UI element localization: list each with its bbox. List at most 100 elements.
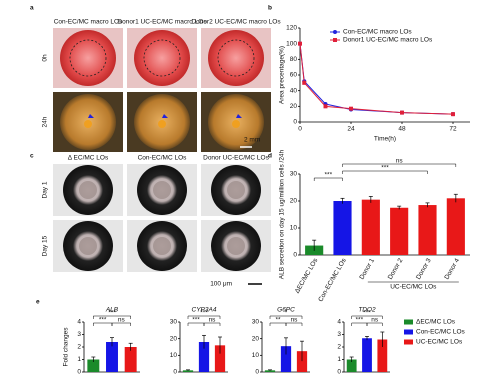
legend-label: Donor1 UC-EC/MC macro LOs	[343, 37, 433, 44]
y-tick-label: 20	[252, 335, 260, 342]
y-tick-label: 0	[293, 252, 297, 259]
y-tick-label: 4	[77, 319, 81, 326]
row-label: Day 1	[42, 181, 49, 198]
bar	[214, 345, 226, 372]
chart-title: ALB	[105, 307, 119, 314]
sig-bracket	[187, 315, 221, 319]
x-tick-label: Donor 4	[443, 257, 461, 281]
sig-bracket	[351, 315, 383, 319]
bar	[87, 359, 100, 372]
x-tick-label: Con-EC/MC LOs	[317, 257, 348, 303]
y-tick-label: 20	[170, 335, 178, 342]
panel-label: e	[36, 299, 40, 306]
organoid	[153, 237, 171, 255]
series-line	[299, 43, 454, 115]
arrow	[162, 114, 168, 118]
sig-label: ns	[209, 317, 217, 324]
sig-bracket	[93, 315, 131, 319]
y-tick-label: 10	[170, 352, 178, 359]
arrow	[88, 114, 94, 118]
sig-bracket	[269, 315, 303, 319]
y-tick-label: 100	[286, 40, 297, 47]
y-axis-label: ALB secretion on day 15 ug/million cells…	[279, 149, 286, 279]
y-tick-label: 60	[290, 72, 298, 79]
sig-label: ns	[291, 317, 299, 324]
bar	[362, 338, 372, 372]
bar	[333, 201, 352, 255]
bar	[296, 351, 308, 372]
x-tick-label: 48	[398, 126, 406, 133]
y-axis-label: Fold changes	[63, 327, 70, 367]
x-tick-label: 0	[298, 126, 302, 133]
organoid	[79, 181, 97, 199]
sig-bracket	[342, 170, 428, 174]
sig-label: ***	[108, 310, 116, 317]
organoid	[227, 237, 245, 255]
scale-label: 100 μm	[210, 281, 232, 288]
y-tick-label: 0	[293, 119, 297, 126]
row-label: 0h	[42, 54, 49, 62]
y-tick-label: 1	[337, 356, 341, 363]
bar	[124, 347, 137, 372]
organoid	[158, 120, 166, 128]
y-tick-label: 0	[173, 369, 177, 376]
legend-label: Con-EC/MC macro LOs	[343, 29, 412, 36]
y-tick-label: 2	[77, 344, 81, 351]
legend-swatch	[404, 329, 413, 335]
y-tick-label: 10	[252, 352, 260, 359]
bar	[182, 370, 194, 372]
sig-bracket	[342, 163, 457, 167]
organoid	[227, 181, 245, 199]
sig-label: ns	[396, 158, 404, 165]
bar	[418, 205, 437, 255]
marker	[349, 106, 353, 111]
bar	[446, 198, 465, 255]
x-tick-label: 72	[449, 126, 457, 133]
marker	[451, 112, 455, 117]
bar	[377, 339, 388, 372]
bar	[264, 370, 276, 372]
marker	[400, 110, 404, 115]
legend-label: Con-EC/MC LOs	[416, 329, 466, 336]
sig-label: ***	[356, 317, 364, 324]
organoid	[153, 181, 171, 199]
legend-label: ΔEC/MC LOs	[416, 319, 456, 326]
organoid	[79, 237, 97, 255]
column-header: Con-EC/MC LOs	[138, 155, 188, 162]
panel-label: a	[30, 5, 34, 12]
bar	[361, 199, 380, 255]
y-tick-label: 40	[290, 87, 298, 94]
panel-label: b	[268, 5, 272, 12]
sig-bracket	[285, 322, 303, 326]
well	[134, 30, 190, 86]
x-axis-label: Time(h)	[374, 136, 396, 143]
organoid	[84, 120, 92, 128]
x-tick-label: Donor 3	[415, 257, 433, 281]
legend-swatch	[404, 319, 413, 325]
y-tick-label: 0	[77, 369, 81, 376]
x-tick-label: Donor 1	[358, 257, 376, 281]
y-tick-label: 20	[290, 198, 298, 205]
arrow	[236, 114, 242, 118]
sig-bracket	[313, 177, 343, 181]
well	[60, 30, 116, 86]
y-tick-label: 30	[290, 171, 298, 178]
group-label: UC-EC/MC LOs	[390, 284, 437, 291]
sig-label: ***	[363, 310, 371, 317]
y-tick-label: 0	[255, 369, 259, 376]
x-tick-label: Donor 2	[387, 257, 405, 281]
bar	[198, 342, 210, 372]
outline	[217, 39, 255, 77]
x-tick-label: ΔEC/MC LOs	[294, 257, 320, 295]
y-tick-label: 2	[337, 344, 341, 351]
sig-label: ***	[192, 317, 200, 324]
y-tick-label: 3	[337, 331, 341, 338]
scale-label: 2 mm	[244, 137, 260, 144]
outline	[143, 39, 181, 77]
y-tick-label: 30	[170, 319, 178, 326]
sig-label: ***	[381, 165, 389, 172]
sig-label: ***	[325, 172, 333, 179]
chart-title: CYP3A4	[192, 307, 217, 314]
marker	[298, 41, 302, 46]
